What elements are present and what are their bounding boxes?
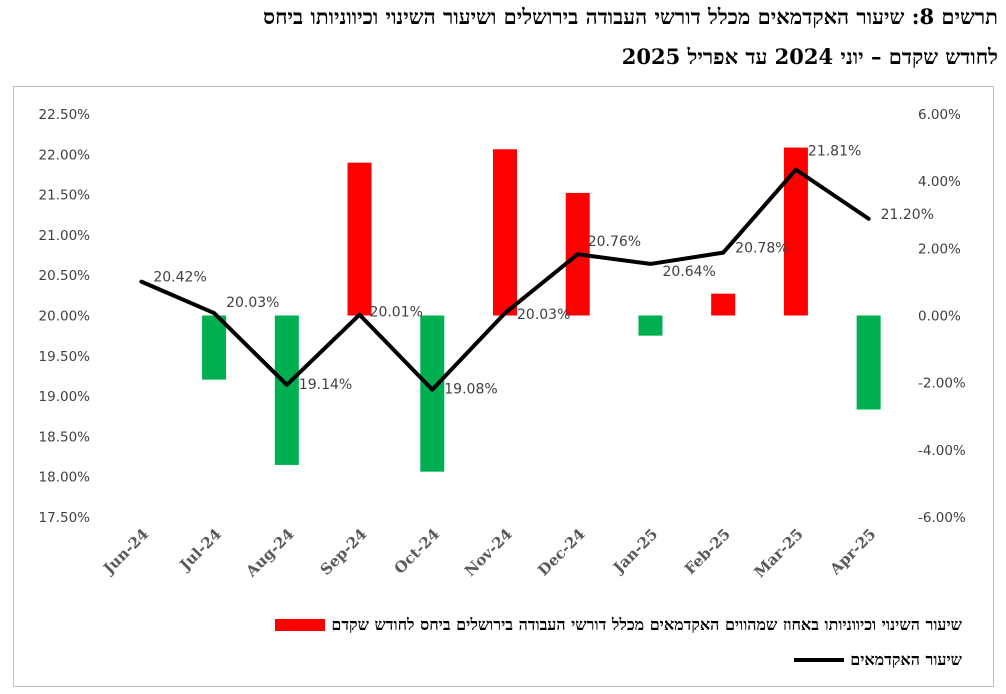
y-left-tick-label: 17.50% xyxy=(39,510,91,526)
rate-data-label: 19.14% xyxy=(299,377,352,393)
y-left-tick-label: 20.50% xyxy=(39,268,91,284)
y-left-tick-label: 18.50% xyxy=(39,429,91,445)
y-right-tick-label: 2.00% xyxy=(918,241,961,257)
change-bar xyxy=(202,315,227,380)
x-tick-label: Oct-24 xyxy=(391,525,443,577)
x-tick-label: Mar-25 xyxy=(751,525,807,581)
y-right-tick-label: -2.00% xyxy=(918,376,966,392)
x-tick-label: Dec-24 xyxy=(534,525,588,579)
change-bar xyxy=(856,315,881,410)
legend-swatch-line xyxy=(794,658,845,662)
legend-item-change: שיעור השינוי וכיווניותו באחוז שמהווים הא… xyxy=(275,615,962,635)
x-tick-label: Sep-24 xyxy=(317,525,371,579)
y-right-tick-label: -4.00% xyxy=(918,443,966,459)
rate-line xyxy=(139,167,871,392)
rate-data-label: 19.08% xyxy=(444,382,497,398)
y-left-tick-label: 19.50% xyxy=(39,349,91,365)
y-left-tick-label: 18.00% xyxy=(39,470,91,486)
y-right-tick-label: 4.00% xyxy=(918,174,961,190)
change-bar xyxy=(347,162,372,316)
x-tick-label: Jan-25 xyxy=(608,525,661,578)
y-left-tick-label: 22.50% xyxy=(39,107,91,123)
legend-label-change: שיעור השינוי וכיווניותו באחוז שמהווים הא… xyxy=(331,615,962,634)
x-tick-label: Jun-24 xyxy=(98,525,152,579)
change-bar xyxy=(420,315,445,472)
rate-data-label: 21.81% xyxy=(808,144,861,160)
change-bar xyxy=(783,147,808,316)
y-left-tick-label: 19.00% xyxy=(39,389,91,405)
change-bar xyxy=(638,315,663,336)
rate-data-label: 20.78% xyxy=(735,241,788,257)
change-bar xyxy=(493,149,517,316)
y-right-tick-label: 0.00% xyxy=(918,309,961,325)
rate-data-label: 20.64% xyxy=(662,264,715,280)
y-left-tick-label: 22.00% xyxy=(39,147,91,163)
x-tick-label: Feb-25 xyxy=(681,525,734,578)
x-tick-label: Apr-25 xyxy=(826,525,880,579)
legend-label-rate: שיעור האקדמאים xyxy=(850,650,962,669)
y-right-tick-label: 6.00% xyxy=(918,107,961,123)
rate-data-label: 20.03% xyxy=(226,295,279,311)
y-left-tick-label: 20.00% xyxy=(39,309,91,325)
change-bar xyxy=(711,293,736,316)
x-tick-label: Jul-24 xyxy=(175,525,225,575)
chart-frame xyxy=(13,86,994,687)
chart-title-line-2: לחודש שקדם – יוני 2024 עד אפריל 2025 xyxy=(621,44,998,69)
rate-data-label: 20.01% xyxy=(370,305,423,321)
rate-data-label: 20.03% xyxy=(517,307,570,323)
y-left-tick-label: 21.00% xyxy=(39,228,91,244)
change-bar xyxy=(274,315,299,465)
y-left-tick-label: 21.50% xyxy=(39,188,91,204)
rate-data-label: 20.76% xyxy=(588,234,641,250)
y-right-tick-label: -6.00% xyxy=(918,510,966,526)
legend-item-rate: שיעור האקדמאים xyxy=(794,650,962,670)
chart-title-line-1: תרשים 8: שיעור האקדמאים מכלל דורשי העבוד… xyxy=(263,4,998,29)
x-tick-label: Nov-24 xyxy=(461,525,516,580)
rate-data-label: 21.20% xyxy=(881,207,934,223)
legend-swatch-bar xyxy=(275,619,326,631)
x-tick-label: Aug-24 xyxy=(242,525,298,581)
rate-data-label: 20.42% xyxy=(153,270,206,286)
